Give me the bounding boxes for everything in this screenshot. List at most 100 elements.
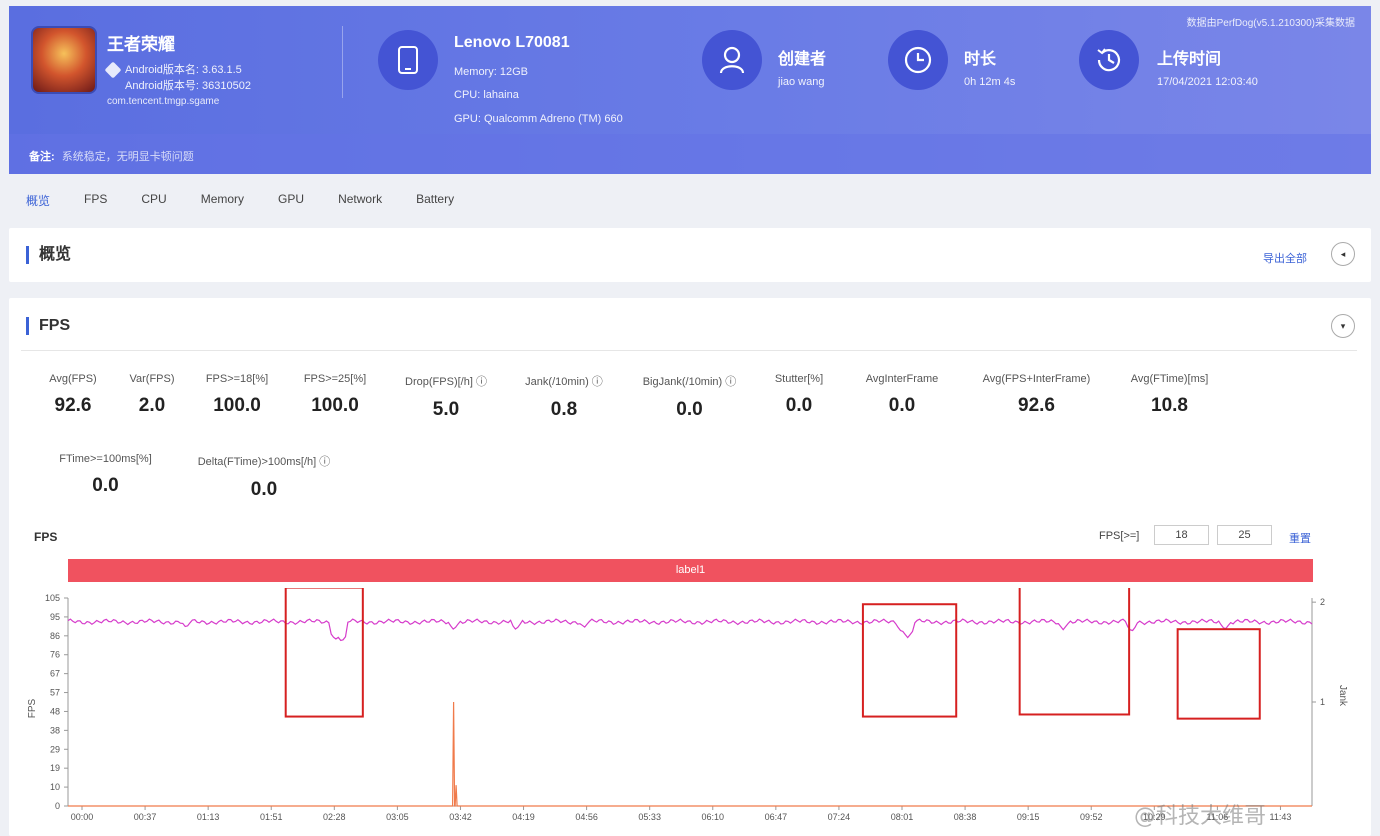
x-tick-label: 08:01 — [891, 812, 914, 822]
highlight-box — [1018, 588, 1131, 716]
x-tick-label: 10:29 — [1143, 812, 1166, 822]
export-all-link[interactable]: 导出全部 — [1263, 253, 1307, 265]
collapse-left-icon[interactable]: ◂ — [1331, 242, 1355, 266]
fps-chart[interactable]: 105 95 86 76 67 57 48 38 29 19 10 0 2 1 00:00 00:37 01:1… — [9, 588, 1371, 836]
y-tick-label: 48 — [50, 706, 60, 716]
y-tick-label: 19 — [50, 763, 60, 773]
remark: 备注: 系统稳定，无明显卡顿问题 — [29, 148, 194, 164]
tab-fps[interactable]: FPS — [84, 192, 108, 206]
y2-tick-label: 2 — [1320, 597, 1325, 607]
highlight-box — [284, 588, 364, 718]
tab-network[interactable]: Network — [338, 192, 383, 206]
metric-label: BigJank(/10min) ⓘ — [642, 376, 737, 388]
label-band[interactable]: label1 — [68, 559, 1313, 582]
metric-avg-fps: Avg(FPS) 92.6 — [43, 373, 103, 417]
tab-memory[interactable]: Memory — [200, 192, 245, 206]
x-tick-label: 04:56 — [575, 812, 598, 822]
threshold-input-18[interactable]: 18 — [1154, 525, 1209, 545]
creator-title: 创建者 — [778, 51, 827, 68]
y-tick-label: 29 — [50, 744, 60, 754]
metric-ftime-100: FTime>=100ms[%] 0.0 — [43, 453, 168, 497]
header-divider — [342, 26, 343, 98]
fps-series-line — [67, 618, 1313, 642]
y-tick-label: 105 — [45, 593, 60, 603]
metric-value: 0.0 — [250, 479, 278, 500]
upload-value: 17/04/2021 12:03:40 — [1157, 76, 1258, 88]
y-tick-label: 76 — [50, 650, 60, 660]
x-tick-label: 06:10 — [702, 812, 725, 822]
user-icon — [702, 30, 762, 90]
y2-tick-label: 1 — [1320, 697, 1325, 707]
x-tick-label: 07:24 — [828, 812, 851, 822]
x-tick-label: 09:15 — [1017, 812, 1040, 822]
watermark: @科技大维哥 — [1134, 804, 1266, 829]
threshold-input-25[interactable]: 25 — [1217, 525, 1272, 545]
highlight-box — [861, 603, 958, 718]
duration-value: 0h 12m 4s — [964, 76, 1016, 88]
x-tick-label: 05:33 — [638, 812, 661, 822]
remark-label: 备注: — [29, 151, 55, 163]
card-divider — [21, 350, 1357, 351]
metric-label: Var(FPS) — [129, 373, 175, 385]
x-tick-label: 11:06 — [1206, 812, 1228, 822]
fps-card: FPS ▾ Avg(FPS) 92.6 Var(FPS) 2.0 FPS>=18[%… — [9, 298, 1371, 836]
metric-jank: Jank(/10min) ⓘ 0.8 — [509, 373, 619, 421]
metric-label: FPS>=18[%] — [205, 373, 269, 385]
metric-value: 2.0 — [138, 395, 166, 416]
phone-icon — [378, 30, 438, 90]
x-tick-label: 01:51 — [260, 812, 283, 822]
app-title: 王者荣耀 — [107, 35, 175, 54]
chevron-down-icon[interactable]: ▾ — [1331, 314, 1355, 338]
upload-title: 上传时间 — [1157, 51, 1222, 68]
metric-value: 5.0 — [432, 399, 460, 420]
y-tick-label: 86 — [50, 631, 60, 641]
overview-title: 概览 — [26, 246, 71, 264]
metric-bigjank: BigJank(/10min) ⓘ 0.0 — [627, 373, 752, 421]
device-cpu: CPU: lahaina — [454, 89, 519, 101]
metric-label: Drop(FPS)[/h] ⓘ — [405, 376, 487, 388]
duration-title: 时长 — [964, 51, 997, 68]
y-tick-label: 57 — [50, 688, 60, 698]
tab-battery[interactable]: Battery — [416, 192, 455, 206]
metric-var-fps: Var(FPS) 2.0 — [122, 373, 182, 417]
metric-value: 0.0 — [92, 475, 119, 496]
metric-avg-interframe: AvgInterFrame 0.0 — [847, 373, 957, 417]
tab-bar: 概览 FPS CPU Memory GPU Network Battery — [26, 192, 488, 209]
android-code: Android版本号: 36310502 — [125, 80, 251, 92]
game-app-icon — [31, 26, 97, 94]
device-name: Lenovo L70081 — [454, 34, 570, 51]
remark-bar: 备注: 系统稳定，无明显卡顿问题 — [9, 134, 1371, 174]
x-tick-label: 03:05 — [386, 812, 409, 822]
android-version: Android版本名: 3.63.1.5 — [125, 64, 242, 76]
metric-value: 10.8 — [1151, 395, 1188, 416]
x-tick-label: 08:38 — [954, 812, 977, 822]
metric-drop: Drop(FPS)[/h] ⓘ 5.0 — [391, 373, 501, 421]
metric-avg-fps-interframe: Avg(FPS+InterFrame) 92.6 — [964, 373, 1109, 417]
metric-value: 92.6 — [54, 395, 92, 416]
fps-title: FPS — [26, 317, 70, 335]
metric-value: 100.0 — [311, 395, 359, 416]
tab-cpu[interactable]: CPU — [141, 192, 167, 206]
device-gpu: GPU: Qualcomm Adreno (TM) 660 — [454, 113, 623, 125]
metric-label: AvgInterFrame — [865, 373, 939, 385]
device-memory: Memory: 12GB — [454, 66, 528, 78]
package-name: com.tencent.tmgp.sgame — [107, 96, 220, 107]
metric-value: 0.8 — [550, 399, 578, 420]
reset-button[interactable]: 重置 — [1289, 533, 1311, 545]
x-tick-label: 00:37 — [134, 812, 157, 822]
tab-gpu[interactable]: GPU — [278, 192, 305, 206]
metric-label: FPS>=25[%] — [303, 373, 367, 385]
clock-icon — [888, 30, 948, 90]
metric-label: Avg(FPS+InterFrame) — [982, 373, 1091, 385]
tab-overview[interactable]: 概览 — [26, 194, 51, 208]
remark-value[interactable]: 系统稳定，无明显卡顿问题 — [61, 151, 194, 163]
creator-value: jiao wang — [778, 76, 825, 88]
x-tick-label: 09:52 — [1080, 812, 1103, 822]
y-tick-label: 10 — [50, 782, 60, 792]
jank-series-line — [68, 701, 1312, 807]
metric-fps-18: FPS>=18[%] 100.0 — [197, 373, 277, 417]
x-tick-label: 11:43 — [1270, 812, 1292, 822]
metric-label: Avg(FTime)[ms] — [1130, 373, 1209, 385]
metric-label: Jank(/10min) ⓘ — [525, 376, 603, 388]
metric-label: Avg(FPS) — [49, 373, 97, 385]
